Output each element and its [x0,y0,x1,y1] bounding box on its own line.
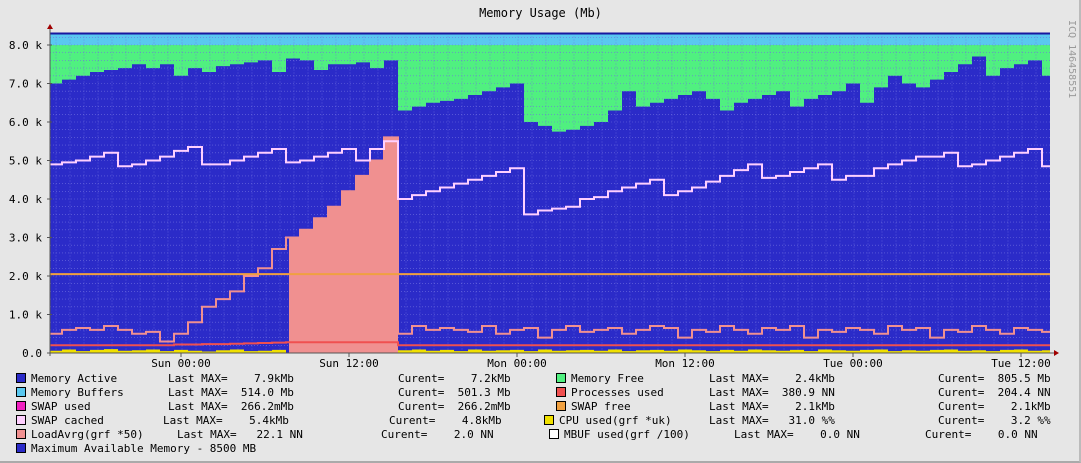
legend-last-max: Last MAX= 514.0 Mb [168,386,294,399]
y-tick-label: 7.0 k [9,78,42,91]
legend-last-max: Last MAX= 31.0 %% [709,414,835,427]
legend-last-max: Last MAX= 7.9kMb [168,372,294,385]
load-average-line [50,136,1050,343]
legend-swatch [544,415,554,425]
legend-swatch [16,373,26,383]
legend-last-max: Last MAX= 22.1 NN [177,428,303,441]
legend-current: Curent= 2.0 NN [381,428,494,441]
legend-item: SWAP cached [16,414,104,427]
legend-last-max: Last MAX= 0.0 NN [734,428,860,441]
legend-last-max: Last MAX= 266.2mMb [168,400,294,413]
x-axis-arrow-icon [1054,350,1059,356]
legend-label: Memory Buffers [31,386,124,399]
legend-label: LoadAvrg(grf *50) [31,428,144,441]
watermark: ICQ 146458551 [1066,20,1077,99]
legend-swatch [16,415,26,425]
legend-last-max: Last MAX= 380.9 NN [709,386,835,399]
legend-label: CPU used(grf *uk) [559,414,672,427]
legend-label: Maximum Available Memory - 8500 MB [31,442,257,455]
x-tick-label: Sun 12:00 [319,357,379,370]
x-tick-label: Tue 12:00 [991,357,1051,370]
legend-last-max: Last MAX= 2.1kMb [709,400,835,413]
chart-title: Memory Usage (Mb) [479,6,602,20]
legend-current: Curent= 501.3 Mb [398,386,511,399]
legend-item: SWAP free [556,400,631,413]
legend-item: Maximum Available Memory - 8500 MB [16,442,256,455]
legend-current: Curent= 2.1kMb [938,400,1051,413]
legend-swatch [556,373,566,383]
legend-swatch [556,401,566,411]
legend-label: Memory Active [31,372,118,385]
legend-label: SWAP free [571,400,631,413]
cpu-used-area [50,349,1050,353]
legend-label: Processes used [571,386,664,399]
y-tick-label: 2.0 k [9,270,42,283]
y-tick-label: 5.0 k [9,155,42,168]
legend-label: Memory Free [571,372,644,385]
legend-item: LoadAvrg(grf *50) [16,428,144,441]
legend-item: Memory Active [16,372,117,385]
legend-last-max: Last MAX= 5.4kMb [163,414,289,427]
legend-swatch [16,387,26,397]
legend-item: Memory Buffers [16,386,124,399]
y-tick-label: 0.0 [22,347,42,360]
legend-swatch [549,429,559,439]
x-tick-label: Tue 00:00 [823,357,883,370]
y-tick-label: 8.0 k [9,39,42,52]
legend-swatch [16,429,26,439]
plot-area: 0.0 1.0 k 2.0 k 3.0 k 4.0 k 5.0 k 6.0 k 7.0 k 8.… [9,24,1059,370]
legend-swatch [556,387,566,397]
y-tick-label: 4.0 k [9,193,42,206]
y-tick-label: 3.0 k [9,232,42,245]
legend-item: MBUF used(grf /100) [549,428,690,441]
legend-label: MBUF used(grf /100) [564,428,690,441]
legend-current: Curent= 3.2 %% [938,414,1051,427]
x-tick-label: Mon 12:00 [655,357,715,370]
legend-label: SWAP cached [31,414,104,427]
legend-current: Curent= 7.2kMb [398,372,511,385]
legend-swatch [16,443,26,453]
legend-item: CPU used(grf *uk) [544,414,672,427]
legend-swatch [16,401,26,411]
x-tick-label: Mon 00:00 [487,357,547,370]
legend-item: SWAP used [16,400,91,413]
y-axis-arrow-icon [47,24,53,29]
legend-item: Memory Free [556,372,644,385]
legend-item: Processes used [556,386,664,399]
load-average-fill [289,137,398,353]
legend-current: Curent= 204.4 NN [938,386,1051,399]
x-tick-label: Sun 00:00 [151,357,211,370]
processes-used-line [50,341,1050,347]
legend-current: Curent= 0.0 NN [925,428,1038,441]
legend-current: Curent= 266.2mMb [398,400,511,413]
legend-current: Curent= 805.5 Mb [938,372,1051,385]
legend-label: SWAP used [31,400,91,413]
legend-current: Curent= 4.8kMb [389,414,502,427]
swap-cached-line [50,140,1050,216]
y-tick-label: 1.0 k [9,309,42,322]
y-tick-label: 6.0 k [9,116,42,129]
legend-last-max: Last MAX= 2.4kMb [709,372,835,385]
